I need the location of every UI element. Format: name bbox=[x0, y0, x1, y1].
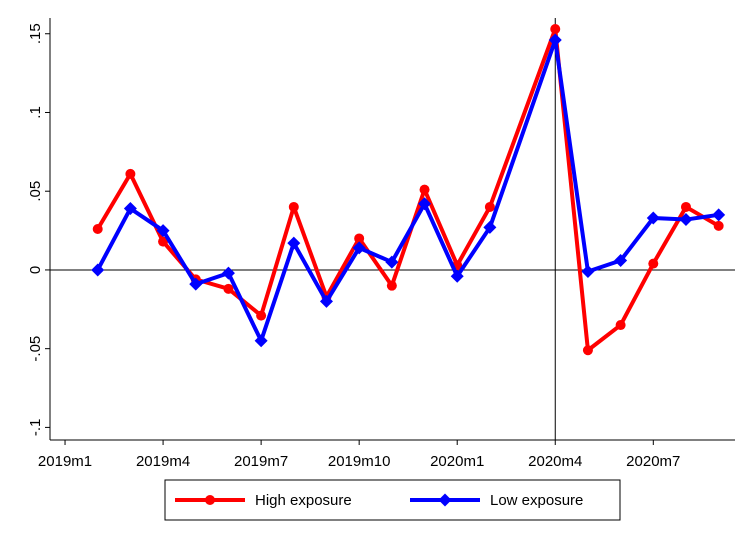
point bbox=[319, 294, 333, 308]
point bbox=[256, 310, 267, 321]
point bbox=[450, 269, 464, 283]
point bbox=[158, 236, 169, 247]
point bbox=[646, 211, 660, 225]
point bbox=[614, 253, 628, 267]
point bbox=[254, 334, 268, 348]
point bbox=[648, 258, 659, 269]
x-tick-label: 2020m4 bbox=[528, 453, 582, 470]
point bbox=[288, 201, 299, 212]
point bbox=[582, 345, 593, 356]
point bbox=[287, 236, 301, 250]
y-tick-label: -.05 bbox=[27, 336, 44, 362]
y-tick-label: .15 bbox=[27, 23, 44, 44]
point bbox=[548, 33, 562, 47]
y-tick-label: .1 bbox=[27, 106, 44, 119]
point bbox=[223, 283, 234, 294]
point bbox=[221, 266, 235, 280]
point bbox=[418, 197, 432, 211]
point bbox=[386, 280, 397, 291]
point bbox=[712, 208, 726, 222]
x-tick-label: 2019m1 bbox=[38, 453, 92, 470]
point bbox=[419, 184, 430, 195]
y-tick-label: 0 bbox=[27, 266, 44, 274]
point bbox=[550, 24, 561, 35]
x-tick-label: 2019m7 bbox=[234, 453, 288, 470]
x-tick-label: 2020m7 bbox=[626, 453, 680, 470]
legend-marker bbox=[438, 493, 452, 507]
point bbox=[680, 201, 691, 212]
point bbox=[713, 220, 724, 231]
point bbox=[385, 255, 399, 269]
point bbox=[91, 263, 105, 277]
point bbox=[123, 202, 137, 216]
point bbox=[483, 220, 497, 234]
point bbox=[615, 320, 626, 331]
point bbox=[352, 241, 366, 255]
point bbox=[189, 277, 203, 291]
x-tick-label: 2019m4 bbox=[136, 453, 190, 470]
x-tick-label: 2019m10 bbox=[328, 453, 391, 470]
legend-label: Low exposure bbox=[490, 492, 583, 509]
x-tick-label: 2020m1 bbox=[430, 453, 484, 470]
point bbox=[354, 233, 365, 244]
point bbox=[92, 224, 103, 234]
point bbox=[125, 168, 136, 179]
point bbox=[156, 224, 170, 238]
point bbox=[581, 265, 595, 279]
legend-marker bbox=[205, 495, 215, 505]
point bbox=[484, 201, 495, 212]
legend-label: High exposure bbox=[255, 492, 352, 509]
y-tick-label: .05 bbox=[27, 181, 44, 202]
point bbox=[679, 213, 693, 227]
y-tick-label: -.1 bbox=[27, 419, 44, 437]
